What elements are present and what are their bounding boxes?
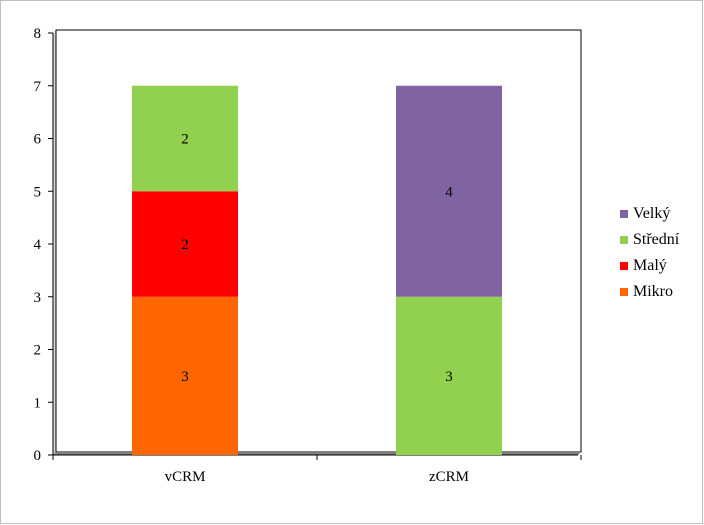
y-tick-label: 2 bbox=[34, 343, 42, 359]
legend-label: Malý bbox=[633, 257, 667, 274]
y-tick-label: 4 bbox=[34, 237, 42, 253]
legend-label: Mikro bbox=[633, 283, 673, 300]
data-label: 2 bbox=[181, 132, 189, 148]
y-tick-label: 3 bbox=[34, 290, 42, 306]
legend-swatch bbox=[620, 288, 628, 296]
data-label: 4 bbox=[445, 184, 453, 200]
x-tick-label: zCRM bbox=[429, 469, 469, 485]
data-label: 3 bbox=[181, 369, 189, 385]
y-tick-label: 5 bbox=[34, 184, 42, 200]
y-tick-label: 7 bbox=[34, 79, 42, 95]
data-label: 3 bbox=[445, 369, 453, 385]
plot-side-wall bbox=[53, 30, 56, 455]
legend-swatch bbox=[620, 262, 628, 270]
legend-swatch bbox=[620, 210, 628, 218]
legend-label: Velký bbox=[633, 205, 670, 222]
y-tick-label: 1 bbox=[34, 395, 42, 411]
bar-segment bbox=[132, 296, 238, 455]
x-tick-label: vCRM bbox=[165, 469, 206, 485]
bar-segment bbox=[132, 85, 238, 192]
bar-segment bbox=[396, 296, 502, 455]
legend-swatch bbox=[620, 236, 628, 244]
data-label: 2 bbox=[181, 237, 189, 253]
y-tick-label: 0 bbox=[34, 448, 42, 464]
bar-segment bbox=[396, 85, 502, 297]
bar-segment bbox=[132, 191, 238, 297]
y-tick-label: 8 bbox=[34, 26, 42, 42]
legend-label: Střední bbox=[633, 231, 680, 248]
y-tick-label: 6 bbox=[34, 132, 42, 148]
